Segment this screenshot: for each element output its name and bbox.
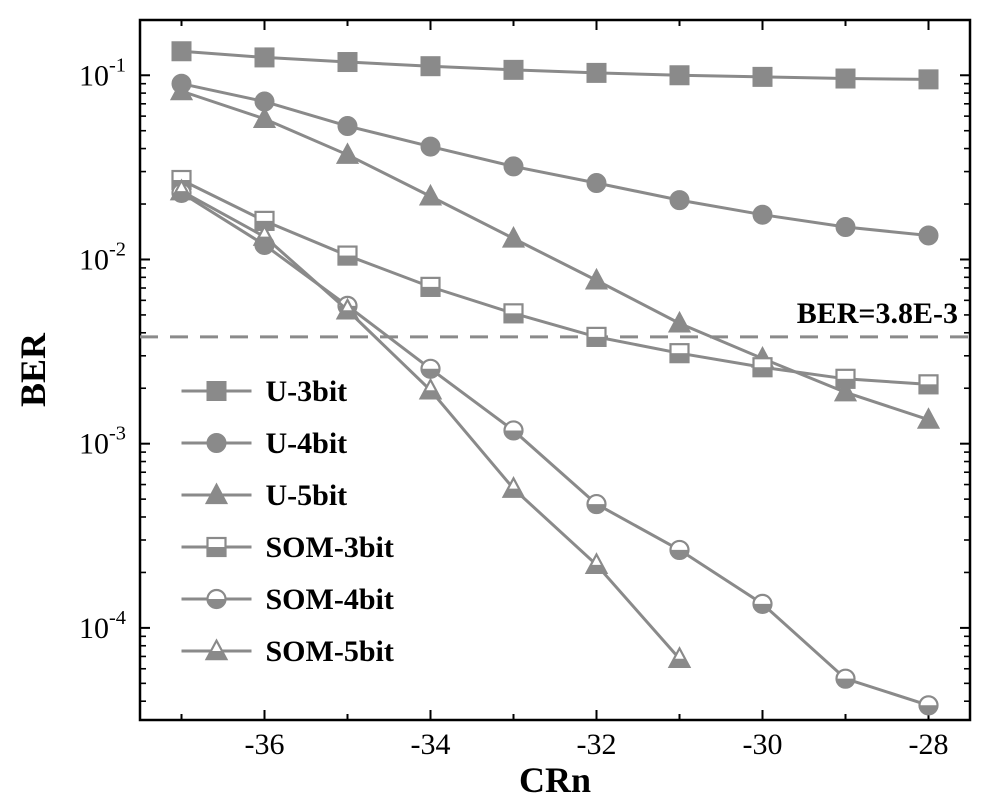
legend-label-SOM-5bit: SOM-5bit bbox=[266, 635, 394, 668]
x-tick-label: -28 bbox=[909, 728, 949, 761]
legend-label-U-3bit: U-3bit bbox=[266, 375, 348, 408]
x-tick-label: -34 bbox=[411, 728, 451, 761]
x-tick-label: -30 bbox=[743, 728, 783, 761]
x-tick-label: -32 bbox=[577, 728, 617, 761]
y-axis-label: BER bbox=[13, 332, 53, 407]
legend-label-U-4bit: U-4bit bbox=[266, 427, 348, 460]
x-axis-label: CRn bbox=[519, 760, 591, 795]
chart-container: -36-34-32-30-2810-410-310-210-1BERCRnBER… bbox=[0, 0, 1000, 795]
ber-threshold-label: BER=3.8E-3 bbox=[797, 297, 958, 330]
ber-vs-crn-chart: -36-34-32-30-2810-410-310-210-1BERCRnBER… bbox=[0, 0, 1000, 795]
legend-label-SOM-3bit: SOM-3bit bbox=[266, 531, 394, 564]
legend-label-SOM-4bit: SOM-4bit bbox=[266, 583, 394, 616]
legend-label-U-5bit: U-5bit bbox=[266, 479, 348, 512]
x-tick-label: -36 bbox=[245, 728, 285, 761]
